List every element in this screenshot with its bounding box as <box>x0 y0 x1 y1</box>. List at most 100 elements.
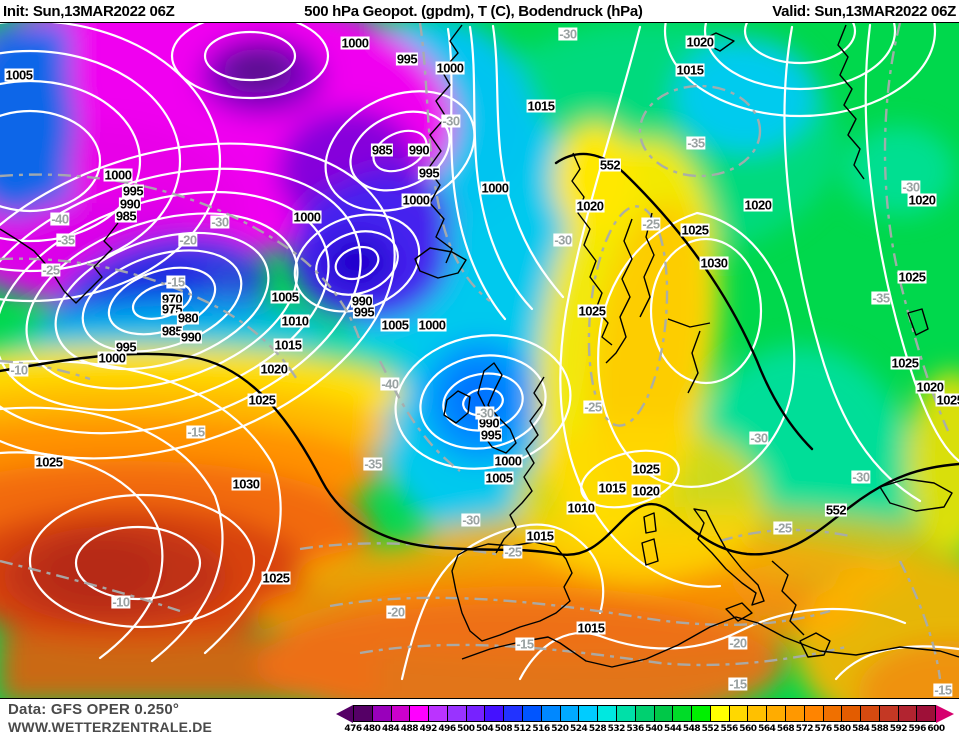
website-label: WWW.WETTERZENTRALE.DE <box>8 719 213 735</box>
temperature-label: -25 <box>503 544 523 560</box>
colorbar-tick: 532 <box>607 724 626 734</box>
pressure-label: 985 <box>114 208 138 224</box>
pressure-label: 1020 <box>575 198 605 214</box>
temperature-label: -30 <box>210 214 230 230</box>
colorbar-right-arrow <box>936 705 954 723</box>
colorbar-tick: 556 <box>720 724 738 734</box>
colorbar-cell <box>653 706 673 721</box>
temperature-label: -20 <box>178 232 198 248</box>
colorbar-tick: 564 <box>758 724 776 734</box>
colorbar-tick: 516 <box>532 724 550 734</box>
colorbar-tick: 568 <box>776 724 795 734</box>
pressure-label: 995 <box>395 51 419 67</box>
colorbar-tick: 492 <box>419 724 438 734</box>
pressure-label: 1025 <box>935 393 959 407</box>
temperature-label: -30 <box>851 469 871 485</box>
colorbar-cell <box>709 706 729 721</box>
pressure-label: 1030 <box>699 255 729 271</box>
temperature-label: -20 <box>728 635 748 651</box>
temperature-label: -30 <box>553 232 573 248</box>
pressure-label: 970 <box>160 291 184 307</box>
colorbar-tick: 584 <box>852 724 870 734</box>
colorbar-cell <box>446 706 466 721</box>
pressure-label: 1000 <box>493 453 523 469</box>
colorbar-tick: 576 <box>814 724 833 734</box>
map-title: 500 hPa Geopot. (gpdm), T (C), Bodendruc… <box>304 2 643 20</box>
temperature-label: -25 <box>41 262 61 278</box>
pressure-label: 995 <box>479 427 503 443</box>
pressure-label: 1020 <box>907 192 937 208</box>
colorbar-tick: 572 <box>795 724 814 734</box>
colorbar-tick: 476 <box>344 724 362 734</box>
colorbar-cell <box>897 706 917 721</box>
temperature-label: -15 <box>166 274 186 290</box>
pressure-label: 1000 <box>480 180 510 196</box>
pressure-label: 995 <box>114 339 138 355</box>
temperature-label: -25 <box>641 216 661 232</box>
temperature-label: -30 <box>475 405 495 421</box>
colorbar-tick: 528 <box>588 724 607 734</box>
pressure-label: 990 <box>118 196 142 212</box>
data-source-label: Data: GFS OPER 0.250° <box>8 701 180 718</box>
colorbar-cell <box>728 706 748 721</box>
colorbar-tick: 496 <box>438 724 456 734</box>
pressure-label: 1015 <box>526 98 556 114</box>
pressure-label: 990 <box>407 142 431 158</box>
colorbar-tick: 524 <box>570 724 588 734</box>
colorbar-cell <box>559 706 579 721</box>
colorbar-cell <box>465 706 485 721</box>
pressure-label: 995 <box>352 304 376 320</box>
pressure-label: 995 <box>417 165 441 181</box>
pressure-label: 1025 <box>680 222 710 238</box>
pressure-label: 1025 <box>247 392 277 408</box>
pressure-label: 1005 <box>4 67 34 83</box>
pressure-label: 980 <box>176 310 200 326</box>
colorbar-cell <box>916 706 936 721</box>
pressure-label: 1020 <box>915 379 945 395</box>
contour-label-layer: 1005 1000 995 990 985 970 975 980 985 990 995 1000 1… <box>0 23 959 698</box>
colorbar-cell <box>860 706 879 721</box>
colorbar-tick: 552 <box>701 724 720 734</box>
colorbar-cell <box>747 706 767 721</box>
temperature-label: -30 <box>461 512 481 528</box>
colorbar-cell <box>522 706 541 721</box>
colorbar-cell <box>841 706 861 721</box>
pressure-label: 1010 <box>280 313 310 329</box>
colorbar-tick: 488 <box>400 724 419 734</box>
pressure-label: 1020 <box>685 34 715 50</box>
colorbar-cell <box>597 706 616 721</box>
colorbar-tick: 484 <box>381 724 400 734</box>
temperature-label: -15 <box>933 682 953 698</box>
pressure-label: 1020 <box>743 197 773 213</box>
pressure-label: 1025 <box>577 303 607 319</box>
pressure-label: 1015 <box>576 620 606 636</box>
pressure-label: 1015 <box>273 337 303 353</box>
temperature-label: -25 <box>773 520 793 536</box>
pressure-label: 1025 <box>890 355 920 371</box>
colorbar-cell <box>672 706 692 721</box>
temperature-label: -30 <box>558 26 578 42</box>
pressure-label: 1000 <box>401 192 431 208</box>
pressure-label: 1025 <box>261 570 291 586</box>
map-header: Init: Sun,13MAR2022 06Z 500 hPa Geopot. … <box>0 0 959 22</box>
geopotential-colorbar: 476 480 484 488 492 496 500 504 508 512 516 520 524 5… <box>336 705 959 739</box>
colorbar-tick: 512 <box>513 724 532 734</box>
colorbar-tick: 480 <box>363 724 381 734</box>
temperature-label: -25 <box>583 399 603 415</box>
pressure-label: 1020 <box>259 361 289 377</box>
temperature-label: -35 <box>686 135 706 151</box>
colorbar-left-arrow <box>336 705 353 723</box>
colorbar-cell <box>390 706 410 721</box>
geopotential-temperature-map <box>0 23 959 698</box>
pressure-label: 1005 <box>484 470 514 486</box>
pressure-label: 1025 <box>631 461 661 477</box>
colorbar-cell <box>354 706 372 721</box>
temperature-label: -10 <box>9 362 29 378</box>
colorbar-cell <box>578 706 598 721</box>
colorbar-cell <box>691 706 710 721</box>
pressure-label: 1010 <box>566 500 596 516</box>
temperature-label: -40 <box>380 376 400 392</box>
colorbar-tick: 500 <box>457 724 475 734</box>
colorbar-tick: 592 <box>889 724 908 734</box>
geopotential-label: 552 <box>824 502 848 518</box>
